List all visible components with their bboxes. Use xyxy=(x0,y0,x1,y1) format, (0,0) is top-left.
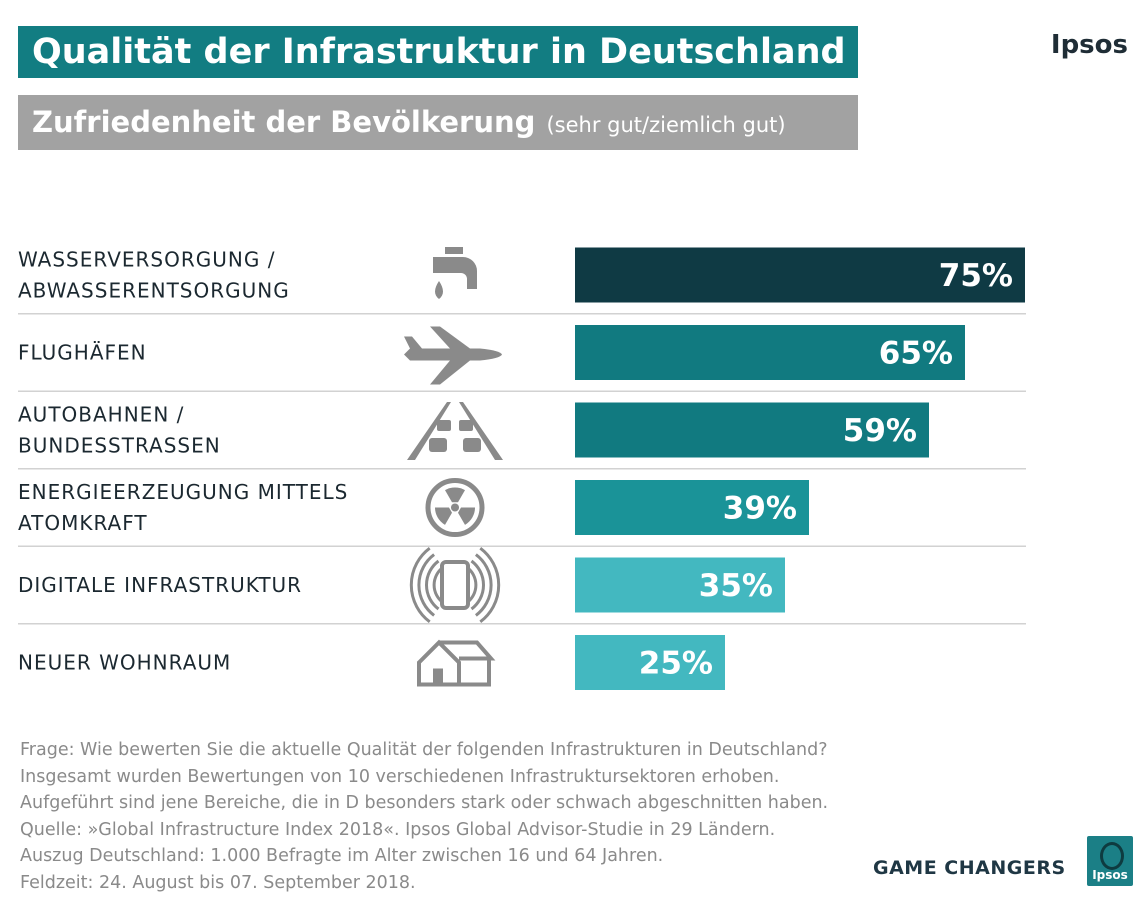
phone-body xyxy=(440,560,470,610)
footnote-line: Insgesamt wurden Bewertungen von 10 vers… xyxy=(20,766,780,787)
category-label: ENERGIEERZEUGUNG MITTELS xyxy=(18,480,348,504)
footnote-line: Frage: Wie bewerten Sie die aktuelle Qua… xyxy=(20,740,828,760)
car-right xyxy=(463,438,481,452)
signal-wave-left xyxy=(432,566,444,604)
bar-chart: WASSERVERSORGUNG / ABWASSERENTSORGUNG 75% F… xyxy=(18,247,1026,690)
category-label: BUNDESSTRASSEN xyxy=(18,434,221,458)
car-left xyxy=(429,438,447,452)
tap-body xyxy=(433,257,477,289)
bar-value-label: 75% xyxy=(939,258,1013,294)
bar xyxy=(575,557,785,613)
chart-subtitle-note: (sehr gut/ziemlich gut) xyxy=(546,113,786,137)
smartphone-signal-icon xyxy=(409,547,501,623)
house-front xyxy=(417,639,461,687)
radiation-center xyxy=(451,503,459,512)
signal-wave-right xyxy=(474,553,493,617)
water-tap-icon xyxy=(433,247,477,299)
chart-title: Qualität der Infrastruktur in Deutschlan… xyxy=(18,26,858,78)
footnote-line: Aufgeführt sind jene Bereiche, die in D … xyxy=(20,793,829,813)
house-door xyxy=(433,668,443,685)
radiation-blade xyxy=(435,507,452,525)
signal-wave-right xyxy=(466,566,478,604)
radiation-blade xyxy=(458,507,475,525)
footnote-line: Auszug Deutschland: 1.000 Befragte im Al… xyxy=(20,846,664,866)
house-icon xyxy=(417,639,496,687)
signal-wave-left xyxy=(425,559,440,611)
bar-value-label: 35% xyxy=(699,568,773,604)
footnote: Frage: Wie bewerten Sie die aktuelle Qua… xyxy=(20,737,920,896)
chart-subtitle: Zufriedenheit der Bevölkerung xyxy=(32,105,536,139)
bar xyxy=(575,247,1025,303)
footnote-line: Quelle: »Global Infrastructure Index 201… xyxy=(20,819,776,840)
brand-logo-text: Ipsos xyxy=(1050,30,1128,60)
radiation-ring xyxy=(425,478,485,537)
signal-wave-left xyxy=(417,553,436,617)
plane-fuselage xyxy=(404,348,502,361)
category-label: WASSERVERSORGUNG / xyxy=(18,248,275,272)
category-label: FLUGHÄFEN xyxy=(18,341,147,365)
category-label: NEUER WOHNRAUM xyxy=(18,651,231,675)
bar xyxy=(575,480,809,535)
logo-text: Ipsos xyxy=(1092,868,1128,882)
highway-traffic-icon xyxy=(407,402,503,460)
bar-value-label: 59% xyxy=(843,413,917,449)
tap-handle xyxy=(445,247,463,254)
signal-wave-right xyxy=(470,559,485,611)
logo-ring-icon xyxy=(1100,842,1124,870)
plane-wing-bottom xyxy=(430,360,470,385)
bar-value-label: 25% xyxy=(639,646,713,682)
road-edges xyxy=(407,402,503,460)
ipsos-logo: Ipsos xyxy=(1087,836,1133,886)
airplane-icon xyxy=(404,326,502,385)
category-label: ABWASSERENTSORGUNG xyxy=(18,279,290,303)
car-right-far xyxy=(459,420,473,431)
plane-tail xyxy=(404,336,422,349)
category-label: DIGITALE INFRASTRUKTUR xyxy=(18,573,302,597)
water-drop xyxy=(435,281,443,299)
category-label: AUTOBAHNEN / xyxy=(18,403,184,427)
chart-subtitle-bar: Zufriedenheit der Bevölkerung (sehr gut/… xyxy=(18,95,858,150)
bar-value-label: 65% xyxy=(879,336,953,372)
bar xyxy=(575,325,965,380)
radiation-icon xyxy=(425,478,485,537)
car-left-far xyxy=(437,420,451,431)
signal-wave-right xyxy=(479,547,501,623)
house-side xyxy=(459,658,491,687)
bar xyxy=(575,402,929,458)
radiation-blade xyxy=(445,487,465,503)
signal-wave-left xyxy=(409,547,431,623)
plane-wing-top xyxy=(430,326,470,349)
tagline: GAME CHANGERS xyxy=(873,857,1066,879)
category-label: ATOMKRAFT xyxy=(18,511,148,535)
bar xyxy=(575,635,725,690)
footnote-line: Feldzeit: 24. August bis 07. September 2… xyxy=(20,872,416,893)
house-roof xyxy=(439,640,496,661)
bar-value-label: 39% xyxy=(723,491,797,527)
